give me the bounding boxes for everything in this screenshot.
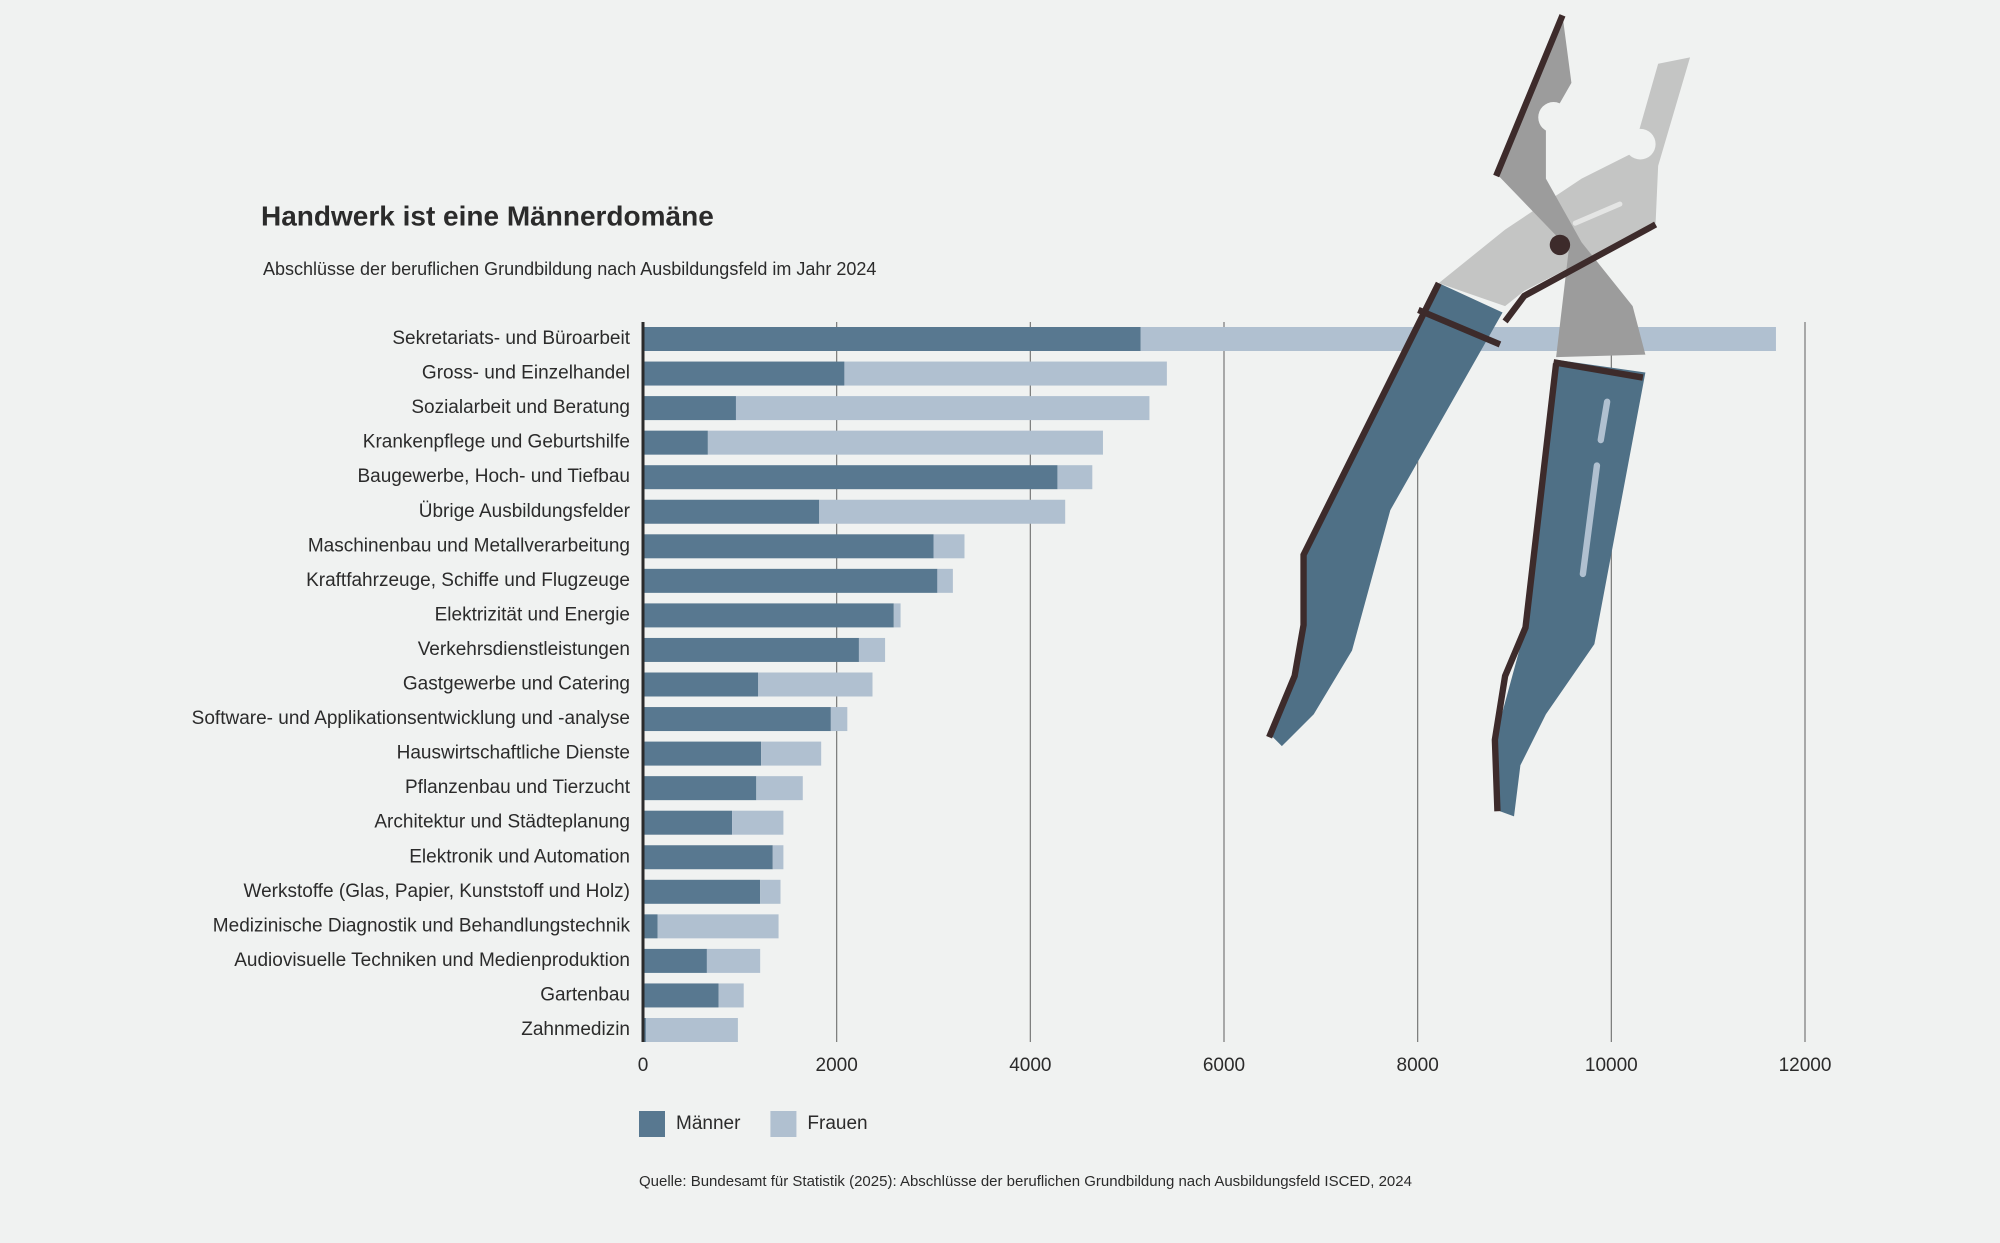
bar-segment <box>643 465 1058 490</box>
plot-area: 0 2000 4000 6000 8000 10000 12000 Sekretariats-… <box>192 322 1832 1137</box>
bar-segment <box>758 672 873 697</box>
source-note: Quelle: Bundesamt für Statistik (2025): … <box>639 1173 1412 1190</box>
x-tick-label: 12000 <box>1779 1055 1832 1076</box>
bar-segment <box>643 672 759 697</box>
bar-segment <box>643 637 859 662</box>
y-tick-label: Gartenbau <box>540 984 630 1005</box>
legend-swatch <box>770 1111 797 1137</box>
legend-label: Männer <box>676 1113 741 1134</box>
bar-segment <box>643 430 708 455</box>
x-tick-label: 0 <box>638 1055 649 1076</box>
y-tick-label: Hauswirtschaftliche Dienste <box>397 743 630 764</box>
y-tick-label: Gastgewerbe und Catering <box>403 674 630 695</box>
y-tick-label: Übrige Ausbildungsfelder <box>419 501 631 522</box>
bar-segment <box>643 741 762 766</box>
bar-segment <box>643 534 934 559</box>
bar-segment <box>707 430 1103 455</box>
bar-segment <box>844 361 1167 386</box>
legend-label: Frauen <box>807 1113 867 1134</box>
bar-segment <box>858 637 886 662</box>
bar-segment <box>718 983 744 1008</box>
bar-segment <box>643 845 773 870</box>
bar-segment <box>735 396 1150 421</box>
bar-segment <box>643 499 820 524</box>
bar-segment <box>643 603 894 628</box>
chart-title: Handwerk ist eine Männerdomäne <box>261 200 714 231</box>
y-tick-label: Baugewerbe, Hoch- und Tiefbau <box>357 466 630 487</box>
bar-segment <box>643 568 938 593</box>
y-tick-label: Pflanzenbau und Tierzucht <box>405 777 631 798</box>
y-tick-label: Gross- und Einzelhandel <box>422 363 630 384</box>
bar-segment <box>761 741 822 766</box>
y-tick-label: Sozialarbeit und Beratung <box>411 397 630 418</box>
y-tick-label: Sekretariats- und Büroarbeit <box>392 328 630 349</box>
y-tick-label: Krankenpflege und Geburtshilfe <box>363 432 630 453</box>
y-tick-label: Audiovisuelle Techniken und Medienproduk… <box>234 950 630 971</box>
chart-subtitle: Abschlüsse der beruflichen Grundbildung … <box>263 259 876 279</box>
bar-segment <box>937 568 953 593</box>
y-tick-label: Medizinische Diagnostik und Behandlungst… <box>213 915 631 936</box>
bar-segment <box>830 707 848 732</box>
bar-segment <box>760 879 781 904</box>
y-tick-label: Elektronik und Automation <box>409 846 630 867</box>
x-tick-label: 8000 <box>1397 1055 1439 1076</box>
bar-segment <box>819 499 1066 524</box>
x-tick-label: 10000 <box>1585 1055 1638 1076</box>
y-tick-label: Maschinenbau und Metallverarbeitung <box>308 535 630 556</box>
bar-segment <box>657 914 779 939</box>
x-tick-label: 2000 <box>816 1055 858 1076</box>
bar-segment <box>933 534 965 559</box>
bar-segment <box>643 983 719 1008</box>
bar-segment <box>643 396 736 421</box>
bar-segment <box>643 810 733 835</box>
y-tick-label: Zahnmedizin <box>521 1019 630 1040</box>
bar-segment <box>756 776 803 801</box>
bar-segment <box>643 361 845 386</box>
x-tick-label: 6000 <box>1203 1055 1245 1076</box>
bar-segment <box>706 948 761 973</box>
y-tick-label: Verkehrsdienstleistungen <box>418 639 630 660</box>
pliers-illustration <box>1266 14 1691 817</box>
bar-segment <box>643 948 707 973</box>
bar-segment <box>643 879 761 904</box>
bar-segment <box>643 776 757 801</box>
bar-segment <box>772 845 784 870</box>
bar-segment <box>645 1018 738 1042</box>
y-tick-label: Software- und Applikationsentwicklung un… <box>192 708 630 729</box>
bar-segment <box>893 603 901 628</box>
x-tick-label: 4000 <box>1009 1055 1051 1076</box>
bar-segment <box>643 707 831 732</box>
bar-segment <box>732 810 784 835</box>
bar-segment <box>643 327 1141 351</box>
y-tick-label: Architektur und Städteplanung <box>374 812 630 833</box>
bar-segment <box>1057 465 1093 490</box>
bar-segment <box>643 914 658 939</box>
y-tick-label: Kraftfahrzeuge, Schiffe und Flugzeuge <box>306 570 630 591</box>
legend-swatch <box>639 1111 665 1137</box>
y-tick-label: Werkstoffe (Glas, Papier, Kunststoff und… <box>243 881 630 902</box>
y-tick-label: Elektrizität und Energie <box>435 604 630 625</box>
